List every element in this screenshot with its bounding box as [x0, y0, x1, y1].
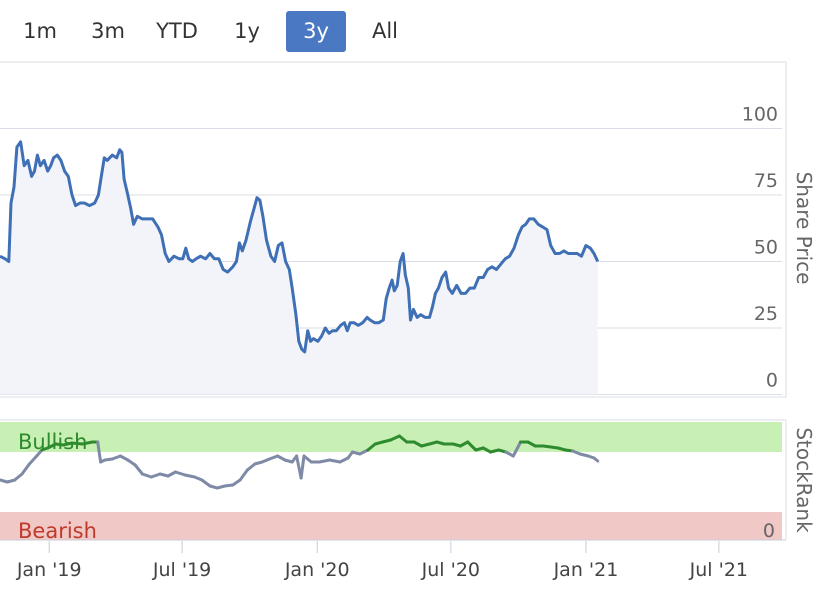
- stockrank-segment: [70, 441, 84, 446]
- stockrank-segment: [13, 472, 24, 482]
- range-3m-button[interactable]: 3m: [91, 19, 125, 43]
- x-tick-label: Jan '21: [553, 559, 619, 581]
- x-tick-label: Jul '21: [689, 559, 748, 581]
- x-tick-label: Jan '19: [16, 559, 82, 581]
- range-all-button[interactable]: All: [371, 19, 399, 43]
- range-1y-button[interactable]: 1y: [234, 19, 260, 43]
- price-y-axis-label: Share Price: [792, 172, 816, 285]
- stockrank-segment: [358, 448, 370, 456]
- x-tick-label: Jul '20: [421, 559, 480, 581]
- x-tick-label: Jul '19: [152, 559, 211, 581]
- range-selector: 1m 3m YTD 1y 3y All: [0, 0, 835, 60]
- range-1m-button[interactable]: 1m: [23, 19, 57, 43]
- stockrank-segment: [511, 440, 523, 458]
- range-ytd-button[interactable]: YTD: [156, 19, 198, 43]
- price-y-tick-0: 0: [766, 370, 778, 392]
- stockrank-segment: [200, 478, 212, 488]
- stockrank-segment: [328, 458, 342, 464]
- price-y-tick-75: 75: [754, 170, 778, 192]
- rank-y-axis-label: StockRank: [792, 427, 816, 533]
- price-y-tick-100: 100: [742, 104, 778, 126]
- range-3y-button[interactable]: 3y: [286, 11, 346, 52]
- stockrank-segment: [80, 440, 94, 446]
- stockrank-line: [0, 434, 600, 490]
- x-axis-ticks: Jan '19 Jul '19 Jan '20 Jul '20 Jan '21 Jul '…: [16, 541, 748, 581]
- stockrank-segment: [140, 472, 153, 479]
- bullish-band: [0, 422, 782, 452]
- stockrank-segment: [61, 441, 74, 447]
- price-area: [0, 141, 598, 395]
- stockrank-segment: [299, 454, 306, 480]
- stockrank-segment: [245, 462, 257, 472]
- stockrank-segment: [317, 458, 332, 464]
- bearish-band: [0, 512, 782, 540]
- stockrank-segment: [238, 468, 249, 482]
- bearish-label: Bearish: [18, 519, 97, 543]
- price-y-tick-25: 25: [754, 303, 778, 325]
- stockrank-segment: [96, 440, 103, 464]
- stockrank-segment: [174, 470, 187, 477]
- x-tick-label: Jan '20: [284, 559, 350, 581]
- stockrank-pane: Bullish Bearish 0 StockRank: [0, 419, 816, 543]
- stockrank-segment: [389, 434, 401, 442]
- stockrank-segment: [20, 462, 31, 476]
- stockrank-segment: [149, 472, 162, 479]
- stockrank-segment: [592, 456, 600, 463]
- price-line: [0, 140, 600, 354]
- price-y-tick-labels: 0 25 50 75 100: [742, 104, 778, 392]
- stockrank-segment: [366, 442, 377, 452]
- stockrank-segment: [183, 473, 197, 479]
- stockrank-segment: [133, 463, 144, 476]
- stockrank-segment: [46, 442, 58, 450]
- stockrank-segment: [27, 454, 39, 466]
- rank-y-tick-0: 0: [763, 520, 775, 542]
- stockrank-segment: [466, 440, 478, 452]
- price-y-tick-50: 50: [754, 237, 778, 259]
- stockrank-segment: [302, 454, 313, 464]
- price-pane: 0 25 50 75 100 Share Price: [0, 61, 816, 398]
- stockrank-segment: [397, 434, 409, 444]
